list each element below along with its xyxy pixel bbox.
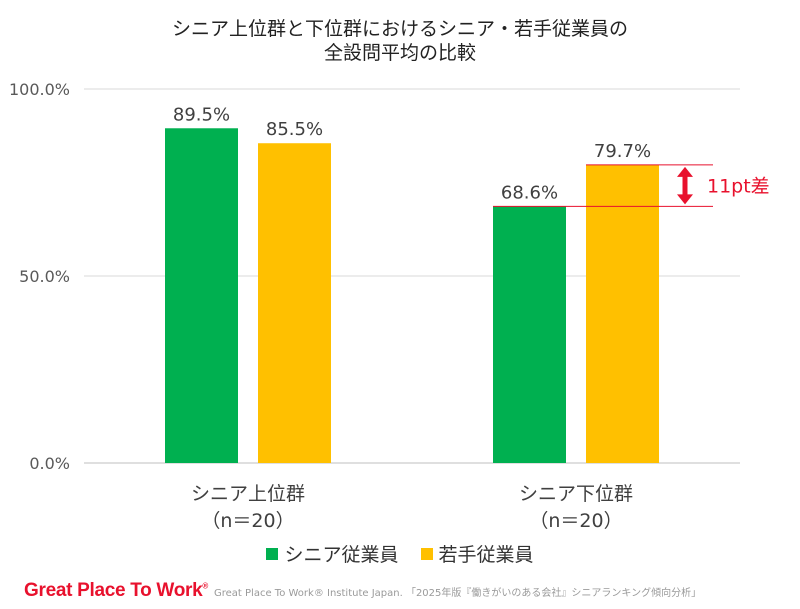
legend-item-young: 若手従業員 [420, 540, 534, 567]
y-tick-label: 100.0% [9, 80, 70, 99]
data-label: 79.7% [594, 141, 651, 162]
footer: Great Place To Work® Great Place To Work… [24, 580, 701, 602]
annotation-arrow-head-up [677, 166, 693, 177]
x-category-sublabel: （n＝20） [201, 510, 294, 532]
data-label: 68.6% [501, 182, 558, 203]
x-category-label: シニア下位群 [519, 483, 633, 505]
bar [258, 143, 331, 464]
brand-logo: Great Place To Work® [24, 580, 208, 601]
chart-title-line1: シニア上位群と下位群におけるシニア・若手従業員の [171, 18, 628, 40]
legend-swatch-young [420, 547, 433, 560]
x-category-sublabel: （n＝20） [529, 510, 622, 532]
legend-item-senior: シニア従業員 [266, 540, 399, 567]
source-credit: Great Place To Work® Institute Japan. 「2… [214, 588, 702, 599]
annotation-arrow-head-down [677, 194, 693, 205]
x-category-label: シニア上位群 [191, 483, 305, 505]
data-label: 85.5% [266, 119, 323, 140]
chart-legend: シニア従業員 若手従業員 [0, 540, 800, 567]
legend-label-young: 若手従業員 [438, 544, 534, 566]
bar [165, 128, 238, 463]
bar [493, 206, 566, 463]
legend-label-senior: シニア従業員 [284, 544, 399, 566]
annotation-label: 11pt差 [707, 176, 770, 198]
legend-swatch-senior [266, 547, 279, 560]
y-tick-label: 50.0% [19, 267, 70, 286]
y-tick-label: 0.0% [29, 454, 70, 473]
bar [586, 164, 659, 463]
data-label: 89.5% [173, 104, 230, 125]
chart-title-line2: 全設問平均の比較 [323, 42, 476, 64]
